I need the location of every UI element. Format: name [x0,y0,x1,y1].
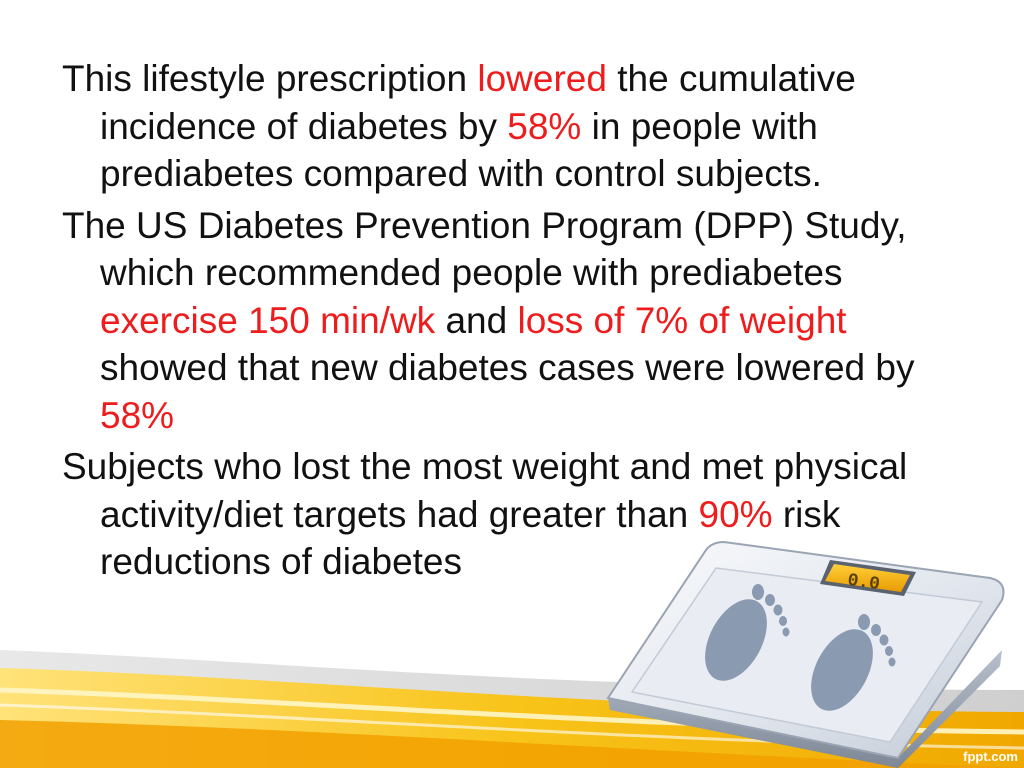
text-segment: risk reductions of diabetes [100,493,841,583]
text-segment: and [435,299,518,341]
text-segment: showed that new diabetes cases were lowe… [100,347,915,388]
slide-body: This lifestyle prescription lowered the … [62,55,942,590]
highlight-90-percent: 90% [698,493,773,535]
text-segment: The US Diabetes Prevention Program (DPP)… [62,204,907,294]
scale-display-readout: 0.0 [846,571,881,595]
text-segment: in people with prediabetes compared with… [100,105,822,195]
highlight-58-percent: 58% [100,394,175,436]
footprint-icon [705,584,896,711]
scale-panel [630,567,984,743]
highlight-weight-loss: loss of 7% of weight [517,299,847,341]
text-segment: This lifestyle prescription [62,58,478,99]
bathroom-scale-image: 0.0 [606,540,1005,768]
watermark: fppt.com [963,749,1018,764]
deep-gold-wave [0,720,1024,768]
text-segment: Subjects who lost the most weight and me… [62,446,908,535]
highlight-exercise: exercise 150 min/wk [100,299,436,341]
paragraph-2: The US Diabetes Prevention Program (DPP)… [62,202,942,440]
text-segment: the cumulative incidence of diabetes by [100,58,856,147]
scale-display: 0.0 [820,560,916,596]
highlight-lowered: lowered [477,58,607,99]
paragraph-1: This lifestyle prescription lowered the … [62,55,942,198]
highlight-58-percent: 58% [507,105,582,147]
paragraph-3: Subjects who lost the most weight and me… [62,443,942,586]
scale-side [608,650,1002,768]
